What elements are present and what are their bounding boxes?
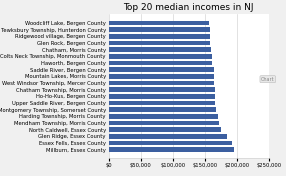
Bar (109, 147, 234, 152)
Bar (109, 21, 209, 25)
Bar (109, 114, 218, 119)
Title: Top 20 median incomes in NJ: Top 20 median incomes in NJ (124, 3, 254, 12)
Bar (109, 140, 232, 145)
Bar (109, 81, 214, 85)
Bar (109, 94, 215, 99)
Bar (109, 54, 212, 59)
Bar (109, 74, 214, 78)
Bar (109, 121, 219, 125)
Bar (109, 107, 216, 112)
Bar (109, 34, 210, 39)
Bar (109, 100, 215, 105)
Bar (109, 67, 214, 72)
Bar (109, 87, 215, 92)
Bar (109, 127, 221, 132)
Bar (109, 41, 210, 45)
Bar (109, 47, 210, 52)
Bar (109, 61, 212, 65)
Bar (109, 27, 210, 32)
Bar (109, 134, 227, 139)
Text: Chart: Chart (261, 77, 275, 82)
